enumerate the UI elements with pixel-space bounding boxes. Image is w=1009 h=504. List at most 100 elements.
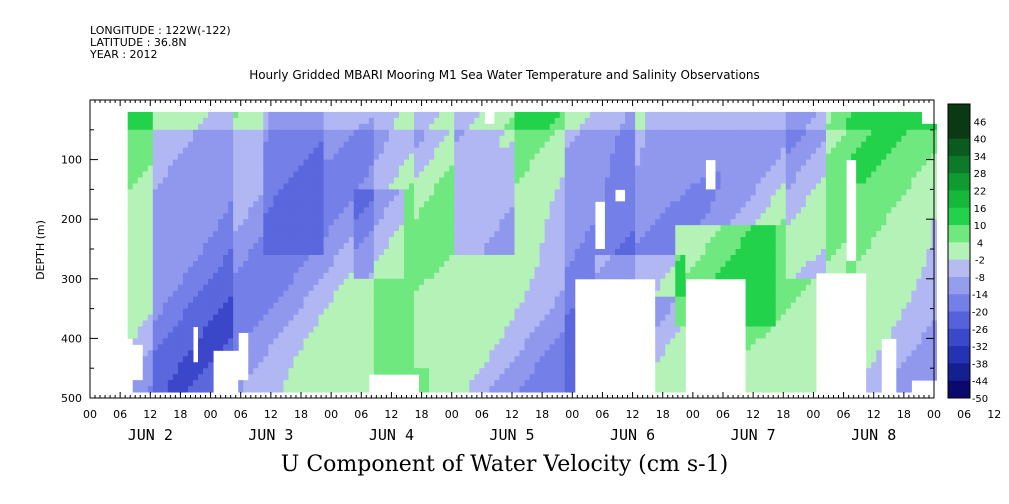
heatmap-cell	[640, 219, 646, 226]
heatmap-cell	[258, 332, 264, 339]
heatmap-cell	[419, 380, 425, 387]
heatmap-cell	[167, 243, 174, 250]
heatmap-cell	[383, 189, 390, 196]
heatmap-cell	[353, 254, 360, 262]
heatmap-cell	[464, 165, 470, 173]
heatmap-cell	[464, 117, 470, 125]
heatmap-cell	[469, 231, 475, 238]
heatmap-cell	[514, 147, 521, 155]
heatmap-cell	[293, 332, 299, 339]
heatmap-cell	[218, 183, 224, 190]
heatmap-cell	[383, 147, 390, 155]
heatmap-cell	[630, 243, 636, 250]
heatmap-cell	[489, 332, 495, 339]
heatmap-cell	[630, 159, 636, 167]
heatmap-cell	[187, 302, 194, 310]
heatmap-cell	[469, 201, 475, 208]
heatmap-cell	[429, 177, 435, 184]
heatmap-cell	[228, 243, 234, 250]
heatmap-cell	[479, 266, 485, 274]
heatmap-cell	[308, 159, 315, 167]
heatmap-cell	[544, 302, 551, 310]
heatmap-cell	[564, 350, 571, 357]
heatmap-cell	[584, 189, 591, 196]
heatmap-cell	[534, 284, 541, 292]
heatmap-cell	[238, 237, 244, 244]
heatmap-cell	[363, 171, 370, 178]
heatmap-cell	[645, 225, 651, 232]
heatmap-cell	[298, 380, 305, 387]
heatmap-cell	[403, 153, 410, 161]
heatmap-cell	[147, 380, 154, 387]
heatmap-cell	[172, 362, 179, 369]
heatmap-cell	[670, 356, 676, 363]
heatmap-cell	[459, 266, 465, 274]
heatmap-cell	[348, 338, 355, 345]
heatmap-cell	[419, 272, 425, 280]
heatmap-cell	[273, 177, 279, 184]
heatmap-cell	[248, 141, 254, 149]
heatmap-cell	[378, 272, 385, 280]
heatmap-cell	[589, 123, 596, 131]
heatmap-cell	[675, 237, 681, 244]
heatmap-cell	[439, 338, 445, 345]
heatmap-cell	[509, 171, 516, 178]
heatmap-cell	[208, 177, 214, 184]
heatmap-cell	[147, 326, 154, 333]
heatmap-cell	[409, 195, 415, 202]
heatmap-cell	[675, 350, 681, 357]
heatmap-cell	[409, 201, 415, 208]
heatmap-cell	[152, 141, 159, 149]
heatmap-cell	[268, 183, 274, 190]
heatmap-cell	[323, 314, 330, 322]
heatmap-cell	[469, 159, 475, 167]
heatmap-cell	[403, 350, 410, 357]
heatmap-cell	[519, 141, 526, 149]
heatmap-cell	[464, 201, 470, 208]
heatmap-cell	[393, 147, 400, 155]
heatmap-cell	[670, 147, 676, 155]
heatmap-cell	[263, 177, 269, 184]
heatmap-cell	[484, 201, 490, 208]
heatmap-cell	[579, 129, 586, 137]
heatmap-cell	[444, 189, 450, 196]
heatmap-cell	[635, 189, 641, 196]
heatmap-cell	[589, 153, 596, 161]
heatmap-cell	[529, 153, 536, 161]
heatmap-cell	[363, 284, 370, 292]
heatmap-cell	[665, 260, 671, 268]
heatmap-cell	[353, 290, 360, 298]
heatmap-cell	[127, 243, 134, 250]
heatmap-cell	[348, 254, 355, 262]
heatmap-cell	[192, 278, 199, 286]
heatmap-cell	[419, 284, 425, 292]
heatmap-cell	[524, 159, 531, 167]
heatmap-cell	[368, 254, 375, 262]
heatmap-cell	[499, 296, 505, 304]
heatmap-cell	[559, 123, 566, 131]
heatmap-cell	[208, 243, 214, 250]
heatmap-cell	[273, 296, 279, 304]
heatmap-cell	[474, 326, 480, 333]
heatmap-cell	[182, 368, 189, 375]
heatmap-cell	[278, 368, 284, 375]
heatmap-cell	[715, 147, 721, 155]
heatmap-cell	[157, 326, 164, 333]
heatmap-cell	[293, 302, 299, 310]
heatmap-cell	[263, 201, 269, 208]
heatmap-cell	[620, 272, 626, 280]
heatmap-cell	[157, 272, 164, 280]
heatmap-cell	[604, 141, 611, 149]
heatmap-cell	[273, 225, 279, 232]
heatmap-cell	[574, 177, 581, 184]
heatmap-cell	[192, 195, 199, 202]
heatmap-cell	[449, 195, 455, 202]
heatmap-cell	[243, 123, 249, 131]
heatmap-cell	[278, 135, 284, 143]
heatmap-cell	[464, 111, 470, 119]
heatmap-cell	[469, 183, 475, 190]
heatmap-cell	[534, 147, 541, 155]
heatmap-cell	[243, 153, 249, 161]
heatmap-cell	[439, 254, 445, 262]
heatmap-cell	[449, 111, 455, 119]
